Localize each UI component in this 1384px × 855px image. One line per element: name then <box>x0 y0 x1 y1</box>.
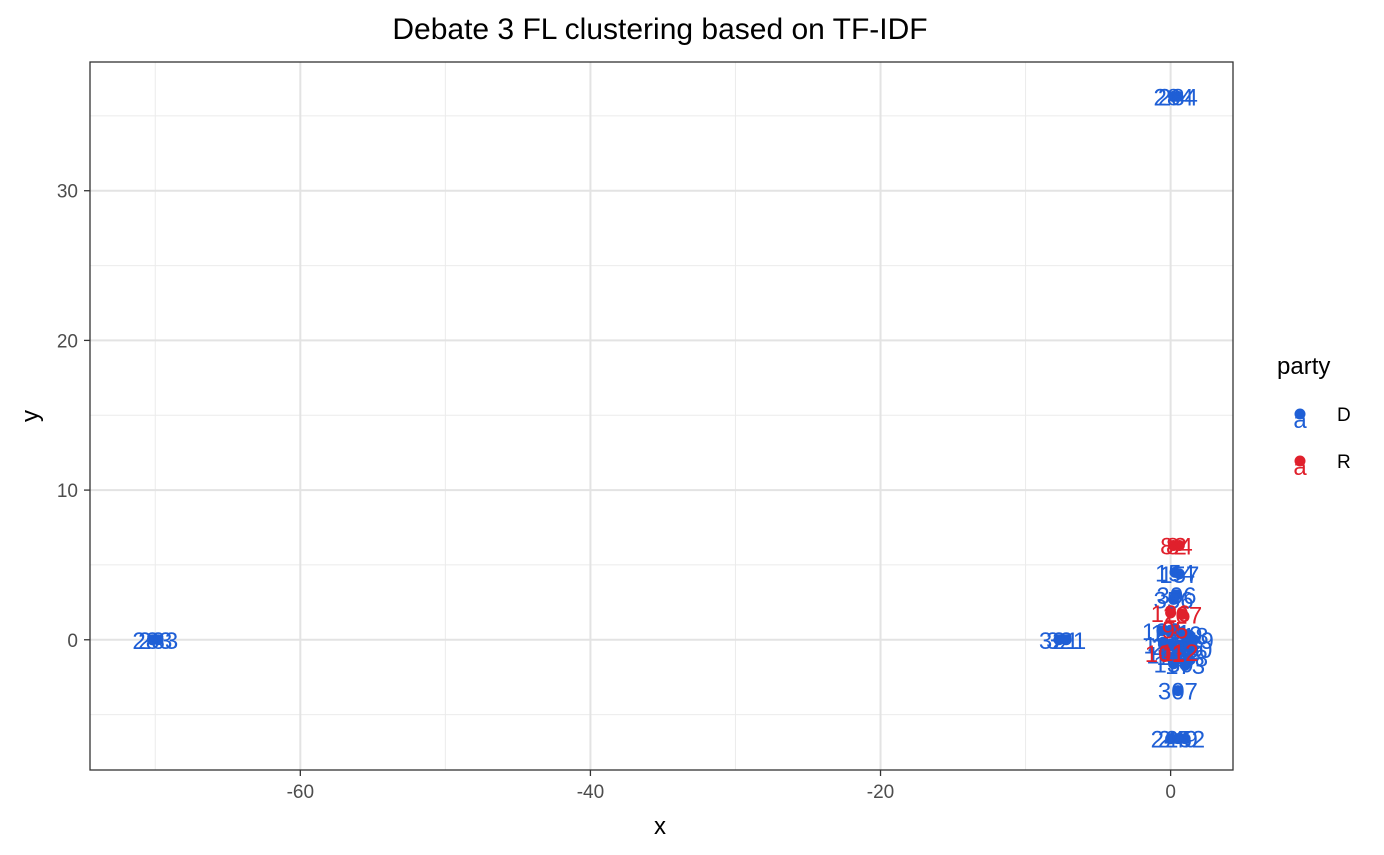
data-point-D <box>1168 593 1180 605</box>
point-label: 283 <box>132 628 172 655</box>
data-point-D <box>1186 643 1198 655</box>
point-label: 154 <box>1155 560 1195 587</box>
point-label: 300 <box>1172 637 1212 664</box>
point-label: 356 <box>1154 587 1194 614</box>
x-axis: -60 -40 -20 0 <box>287 770 1176 803</box>
data-point-D <box>1156 625 1168 637</box>
point-label: 249 <box>1158 727 1198 754</box>
x-tick-label: -60 <box>287 782 314 803</box>
point-label: 283 <box>138 628 178 655</box>
point-label: 112 <box>1160 640 1198 667</box>
chart-title: Debate 3 FL clustering based on TF-IDF <box>392 13 927 46</box>
data-point-R <box>1176 608 1188 620</box>
data-point-D <box>1179 659 1191 671</box>
point-label: 168 <box>1156 644 1196 671</box>
point-label: 131 <box>1151 620 1191 647</box>
data-point-D <box>1172 685 1184 697</box>
data-point-R <box>1159 647 1171 659</box>
data-point-D <box>1188 634 1200 646</box>
data-point-R <box>1169 623 1181 635</box>
legend-key-R <box>1294 455 1306 467</box>
data-point-D <box>152 634 164 646</box>
point-label: 244 <box>1151 727 1191 754</box>
legend-key-glyph: a <box>1293 454 1307 481</box>
y-tick-label: 30 <box>57 182 78 203</box>
x-tick-label: -40 <box>577 782 604 803</box>
data-points <box>146 90 1200 745</box>
point-label: 306 <box>1156 583 1196 610</box>
legend-label-R: R <box>1337 452 1351 473</box>
point-label: 319 <box>1174 628 1214 655</box>
x-axis-title: x <box>654 813 666 840</box>
data-point-R <box>1165 607 1177 619</box>
legend-key-D <box>1294 408 1306 420</box>
point-label: 276 <box>1164 635 1204 662</box>
plot-border <box>89 61 1234 771</box>
data-point-D <box>1173 568 1185 580</box>
data-point-D <box>1172 90 1184 102</box>
legend-key-glyph: a <box>1293 407 1307 434</box>
point-label: 210 <box>1162 622 1202 649</box>
legend: party a Da R <box>1277 353 1351 481</box>
point-label: 284 <box>1154 84 1194 111</box>
legend-title: party <box>1277 353 1330 380</box>
data-point-D <box>1166 640 1178 652</box>
point-label: 82 <box>1160 533 1187 560</box>
point-label: 126 <box>1151 601 1191 628</box>
x-tick-label: 0 <box>1165 782 1176 803</box>
point-label: 101 <box>1145 641 1185 668</box>
y-axis-title: y <box>17 410 44 422</box>
point-label: 139 <box>1154 652 1194 679</box>
y-tick-label: 10 <box>57 481 78 502</box>
point-label: 321 <box>1039 628 1079 655</box>
point-label: 307 <box>1158 679 1198 706</box>
y-axis: 0 10 20 30 <box>57 182 90 652</box>
point-label: 321 <box>1046 628 1086 655</box>
point-label: 188 <box>1168 646 1208 673</box>
point-label: 284 <box>1158 84 1198 111</box>
data-point-D <box>1157 638 1169 650</box>
point-label: 142 <box>1146 643 1186 670</box>
data-point-D <box>1060 634 1072 646</box>
point-label: 236 <box>1152 634 1192 661</box>
plot-panel <box>90 62 1233 770</box>
data-point-D <box>1179 733 1191 745</box>
y-tick-label: 20 <box>57 331 78 352</box>
point-label: 120 <box>1142 619 1182 646</box>
point-label: 84 <box>1166 533 1193 560</box>
point-label: 252 <box>1165 727 1205 754</box>
x-tick-label: -20 <box>867 782 894 803</box>
point-label: 107 <box>1162 602 1202 629</box>
data-point-R <box>1173 539 1185 551</box>
point-label: 173 <box>1165 653 1205 680</box>
data-point-R <box>1173 646 1185 658</box>
point-label: 157 <box>1159 562 1199 589</box>
point-label: 118 <box>1170 623 1208 650</box>
minor-grid <box>90 62 1233 770</box>
data-point-D <box>1168 658 1180 670</box>
legend-label-D: D <box>1337 405 1351 426</box>
point-label: 195 <box>1143 632 1183 659</box>
y-tick-label: 0 <box>67 631 78 652</box>
point-label: 95 <box>1162 617 1189 644</box>
